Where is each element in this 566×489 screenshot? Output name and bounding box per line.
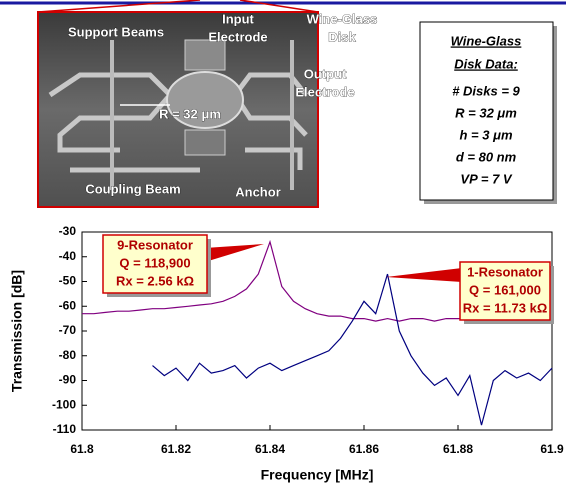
x-tick-label: 61.88 (443, 442, 473, 456)
y-tick-label: -100 (52, 397, 76, 411)
figure: Support Beams Input Electrode Wine-Glass… (0, 0, 566, 489)
image-label: Output (304, 66, 347, 81)
x-tick-label: 61.8 (70, 442, 94, 456)
image-label: Coupling Beam (85, 181, 180, 196)
annotation-text: Q = 118,900 (119, 255, 190, 270)
y-tick-label: -70 (59, 323, 77, 337)
image-label: Input (222, 11, 254, 26)
annotation-text: Rx = 11.73 kΩ (463, 300, 548, 315)
y-tick-label: -110 (53, 422, 77, 436)
x-tick-label: 61.84 (255, 442, 285, 456)
box-line: R = 32 μm (455, 105, 517, 120)
y-tick-label: -80 (59, 348, 77, 362)
box-line: h = 3 μm (460, 127, 513, 142)
image-label: Wine-Glass (307, 11, 378, 26)
image-label: Electrode (295, 84, 354, 99)
image-label: Disk (328, 29, 356, 44)
box-title: Wine-Glass (451, 33, 522, 48)
y-tick-label: -90 (59, 373, 77, 387)
y-tick-label: -50 (59, 274, 77, 288)
image-label: R = 32 μm (159, 106, 221, 121)
x-axis-label: Frequency [MHz] (261, 467, 374, 483)
image-label: Support Beams (68, 24, 164, 39)
x-tick-label: 61.9 (540, 442, 564, 456)
y-tick-label: -30 (59, 224, 77, 238)
x-tick-label: 61.82 (161, 442, 191, 456)
x-tick-label: 61.86 (349, 442, 379, 456)
y-tick-label: -40 (59, 249, 77, 263)
box-line: d = 80 nm (456, 149, 517, 164)
image-label: Electrode (208, 29, 267, 44)
annotation-text: Q = 161,000 (469, 282, 541, 297)
annotation-text: Rx = 2.56 kΩ (116, 273, 194, 288)
annotation-text: 9-Resonator (117, 237, 193, 252)
box-title: Disk Data: (454, 56, 518, 71)
y-axis-label: Transmission [dB] (9, 270, 25, 392)
image-label: Anchor (235, 184, 281, 199)
annotation-text: 1-Resonator (467, 264, 543, 279)
box-line: # Disks = 9 (452, 83, 520, 98)
y-tick-label: -60 (59, 298, 77, 312)
box-line: VP = 7 V (460, 171, 513, 186)
